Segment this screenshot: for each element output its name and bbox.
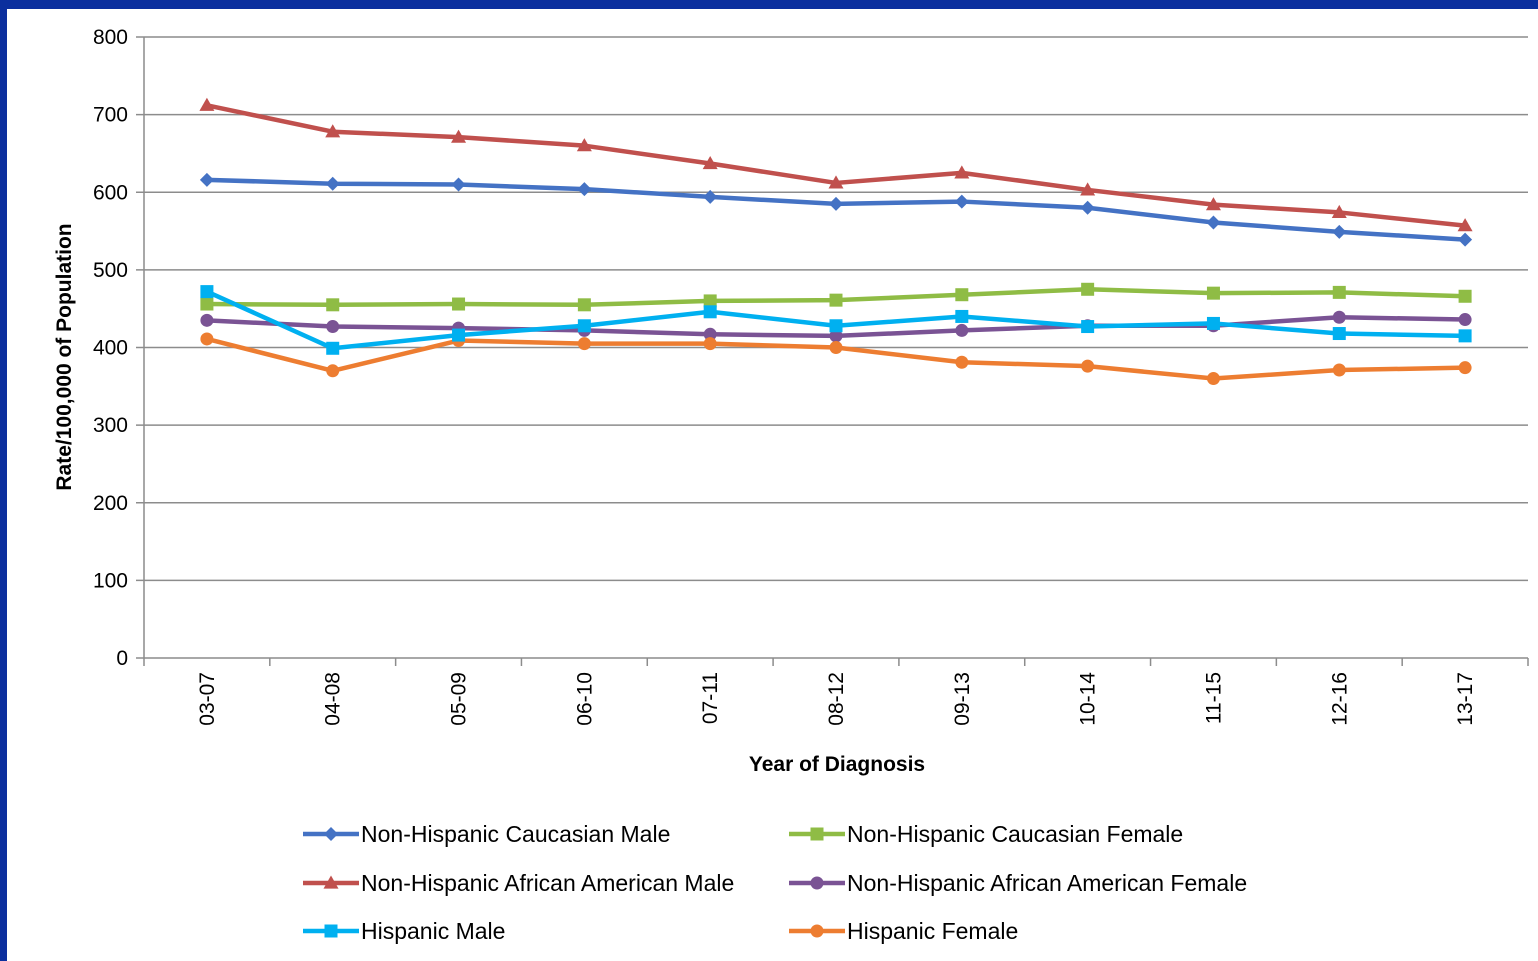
x-tick-label: 12-16: [1328, 672, 1351, 726]
grid-lines: [144, 37, 1528, 580]
data-point: [1207, 287, 1220, 300]
data-point: [830, 341, 843, 354]
legend-label: Non-Hispanic Caucasian Male: [361, 821, 670, 847]
legend: Non-Hispanic Caucasian Male Non-Hispanic …: [303, 821, 1247, 944]
data-point: [452, 177, 466, 191]
y-tick-label: 700: [93, 104, 128, 127]
x-tick-label: 09-13: [951, 672, 974, 726]
legend-marker: [324, 827, 338, 841]
data-point: [830, 294, 843, 307]
chart-frame: 0 100 200 300 400 500 600 700 800 03-07 04-08 05-0…: [7, 9, 1538, 961]
data-point: [326, 364, 339, 377]
data-point: [1081, 320, 1094, 333]
legend-item: Hispanic Female: [789, 918, 1018, 944]
data-point: [1207, 372, 1220, 385]
legend-marker: [325, 925, 338, 938]
legend-item: Hispanic Male: [303, 918, 505, 944]
data-point: [1081, 201, 1095, 215]
legend-item: Non-Hispanic African American Female: [789, 870, 1247, 896]
x-tick-label: 04-08: [322, 672, 345, 726]
data-point: [200, 173, 214, 187]
data-point: [1333, 364, 1346, 377]
data-point: [200, 314, 213, 327]
data-point: [955, 324, 968, 337]
legend-item: Non-Hispanic Caucasian Female: [789, 821, 1183, 847]
y-tick-labels: 0 100 200 300 400 500 600 700 800: [93, 26, 128, 670]
data-point: [1459, 361, 1472, 374]
x-tick-label: 03-07: [196, 672, 219, 726]
x-tick-label: 05-09: [448, 672, 471, 726]
legend-marker: [811, 828, 824, 841]
data-point: [955, 195, 969, 209]
data-point: [452, 329, 465, 342]
data-point: [1333, 311, 1346, 324]
y-tick-label: 600: [93, 181, 128, 204]
legend-label: Non-Hispanic African American Female: [847, 870, 1247, 896]
data-point: [704, 337, 717, 350]
y-tick-label: 800: [93, 26, 128, 49]
data-point: [1333, 327, 1346, 340]
data-point: [1081, 360, 1094, 373]
y-axis-title: Rate/100,000 of Population: [53, 223, 76, 490]
data-point: [1206, 216, 1220, 230]
legend-marker: [811, 925, 824, 938]
y-tick-label: 300: [93, 414, 128, 437]
data-point: [578, 319, 591, 332]
data-point: [1333, 286, 1346, 299]
y-tick-label: 200: [93, 492, 128, 515]
data-point: [326, 177, 340, 191]
data-point: [326, 298, 339, 311]
y-tick-label: 100: [93, 569, 128, 592]
y-tick-label: 500: [93, 259, 128, 282]
data-point: [452, 298, 465, 311]
y-tick-label: 400: [93, 337, 128, 360]
data-point: [1459, 313, 1472, 326]
series-2: [199, 98, 1472, 231]
data-point: [955, 356, 968, 369]
data-point: [200, 285, 213, 298]
legend-marker: [811, 877, 824, 890]
legend-label: Non-Hispanic Caucasian Female: [847, 821, 1183, 847]
legend-label: Hispanic Female: [847, 918, 1018, 944]
data-point: [1459, 290, 1472, 303]
data-point: [829, 197, 843, 211]
data-point: [577, 182, 591, 196]
x-tick-label: 08-12: [825, 672, 848, 726]
legend-item: Non-Hispanic Caucasian Male: [303, 821, 670, 847]
legend-label: Hispanic Male: [361, 918, 505, 944]
series-lines: [199, 98, 1472, 385]
legend-item: Non-Hispanic African American Male: [303, 870, 734, 896]
x-tick-labels: 03-07 04-08 05-09 06-10 07-11 08-12 09-13 10-14…: [196, 672, 1477, 726]
x-tick-label: 10-14: [1077, 672, 1100, 726]
data-point: [955, 288, 968, 301]
data-point: [578, 337, 591, 350]
x-tick-label: 06-10: [573, 672, 596, 726]
data-point: [830, 319, 843, 332]
data-point: [1459, 329, 1472, 342]
data-point: [326, 342, 339, 355]
data-point: [704, 305, 717, 318]
data-point: [200, 298, 213, 311]
series-1: [200, 283, 1471, 312]
data-point: [326, 320, 339, 333]
data-point: [1458, 233, 1472, 247]
data-point: [578, 298, 591, 311]
x-tick-label: 13-17: [1454, 672, 1477, 726]
x-axis-title: Year of Diagnosis: [749, 753, 925, 776]
line-chart: 0 100 200 300 400 500 600 700 800 03-07 04-08 05-0…: [7, 9, 1538, 961]
data-point: [1332, 225, 1346, 239]
x-tick-label: 07-11: [699, 672, 722, 724]
data-point: [1081, 283, 1094, 296]
data-point: [1207, 317, 1220, 330]
data-point: [200, 332, 213, 345]
legend-label: Non-Hispanic African American Male: [361, 870, 734, 896]
y-tick-label: 0: [116, 647, 128, 670]
data-point: [955, 310, 968, 323]
x-tick-label: 11-15: [1202, 672, 1225, 724]
